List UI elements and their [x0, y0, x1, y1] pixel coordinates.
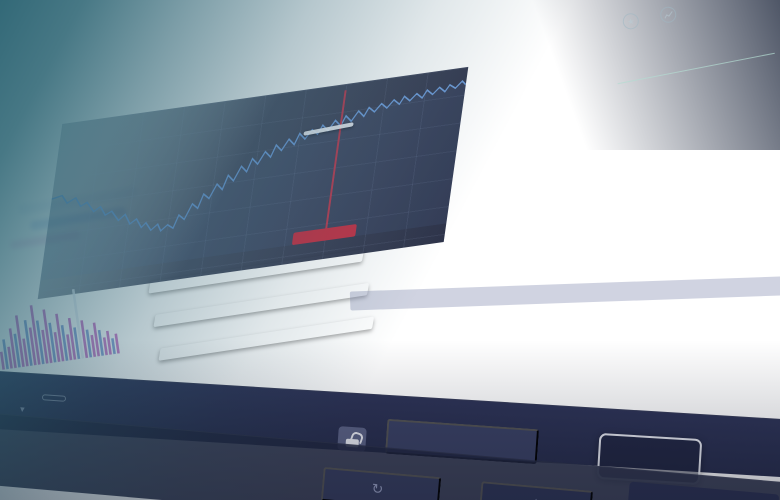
star-icon: ★ [621, 12, 641, 31]
gauge-other-segment [158, 348, 161, 361]
gauge-name [95, 361, 153, 371]
gauge-buy-segment [158, 348, 161, 361]
gauge-sell-segment [153, 314, 156, 328]
refresh-icon [371, 480, 384, 498]
ticker-highlight-band [349, 276, 780, 311]
gauge-sell-segment [148, 281, 151, 294]
cash-balance-value [326, 368, 327, 384]
gauge-other-segment [148, 281, 151, 294]
gauge-sell-segment [158, 348, 161, 361]
gauge-buy-segment [148, 281, 151, 294]
intraday-ticker-title [617, 50, 775, 85]
cash-balance-label [316, 368, 317, 385]
chart-line-icon [658, 5, 678, 24]
favourite-button[interactable]: ★ [621, 12, 641, 33]
cash-balance-status [316, 368, 327, 385]
chart-toolbar: ★ [600, 0, 780, 36]
gauge-other-segment [153, 314, 156, 328]
chevron-down-icon[interactable] [20, 404, 25, 415]
gauge-buy-segment [153, 314, 156, 328]
technical-chart-button[interactable] [658, 5, 678, 26]
